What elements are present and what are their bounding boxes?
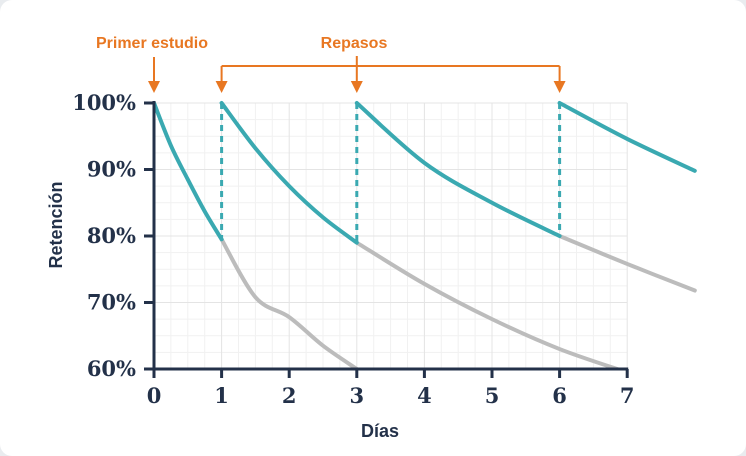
review-arrow-head xyxy=(215,81,228,93)
series-layer xyxy=(152,101,697,369)
retention-curve xyxy=(152,101,224,242)
x-tick-label: 3 xyxy=(349,383,364,408)
x-tick-label: 2 xyxy=(282,383,297,408)
tick-labels: 60% 70% 80% 90% 100% 0 1 2 3 4 5 6 7 Días Retención xyxy=(46,90,635,441)
x-tick-label: 6 xyxy=(552,383,567,408)
retention-curve xyxy=(354,101,562,238)
y-tick-label: 70% xyxy=(87,290,136,315)
y-tick-label: 100% xyxy=(72,90,136,115)
y-tick-label: 60% xyxy=(87,356,136,381)
x-tick-label: 4 xyxy=(417,383,432,408)
x-tick-label: 7 xyxy=(620,383,635,408)
y-tick-label: 80% xyxy=(87,223,136,248)
annotations: Primer estudio Repasos xyxy=(96,35,566,93)
x-tick-label: 1 xyxy=(214,383,229,408)
review-arrow-head xyxy=(350,81,363,93)
first-study-arrow-head xyxy=(148,81,160,93)
x-axis-title: Días xyxy=(361,421,399,441)
forgetting-curve xyxy=(557,234,697,293)
annotation-reviews: Repasos xyxy=(321,35,388,52)
x-tick-label: 0 xyxy=(147,383,162,408)
retention-curve xyxy=(219,101,359,245)
annotation-first-study: Primer estudio xyxy=(96,35,208,52)
axes xyxy=(144,101,629,378)
y-axis-title: Retención xyxy=(46,181,66,268)
retention-curve xyxy=(557,101,697,173)
review-arrow-head xyxy=(553,81,566,93)
y-tick-label: 90% xyxy=(87,157,136,182)
x-tick-label: 5 xyxy=(485,383,500,408)
forgetting-curve xyxy=(354,240,624,369)
forgetting-curve xyxy=(219,237,359,369)
